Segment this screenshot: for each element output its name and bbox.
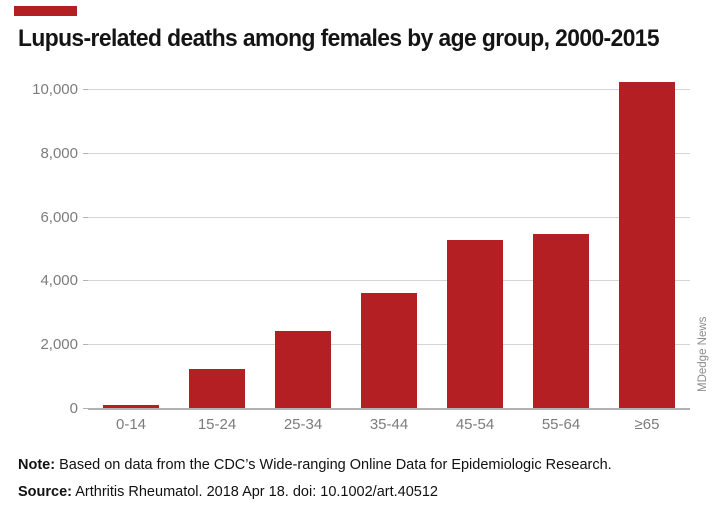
plot-area [83, 75, 690, 410]
x-axis-category-label: 55-64 [541, 416, 581, 433]
y-axis-tick-label: 8,000 [40, 144, 78, 162]
bar-55-64 [533, 233, 589, 409]
y-axis-tick-label: 2,000 [40, 336, 78, 354]
y-axis-tick [83, 152, 88, 154]
y-axis-tick-label: 6,000 [40, 208, 78, 226]
y-axis-tick-label: 10,000 [32, 80, 78, 98]
y-axis-tick-label: 4,000 [40, 272, 78, 290]
source-text: Arthritis Rheumatol. 2018 Apr 18. doi: 1… [72, 484, 438, 500]
x-axis-category-label: 15-24 [197, 416, 237, 433]
gridline [88, 216, 690, 218]
note-label: Note: [18, 457, 56, 473]
x-axis-line [88, 407, 690, 410]
bar-≥65 [619, 82, 675, 409]
accent-bar [14, 6, 77, 16]
source-label: Source: [18, 484, 72, 500]
watermark: MDedge News [697, 316, 709, 392]
bar-35-44 [361, 292, 417, 409]
x-axis-category-label: 35-44 [369, 416, 409, 433]
chart-title: Lupus-related deaths among females by ag… [18, 25, 660, 52]
source-line: Source: Arthritis Rheumatol. 2018 Apr 18… [18, 484, 438, 500]
bar-0-14 [103, 404, 159, 409]
y-axis-tick-label: 0 [69, 400, 78, 417]
note-line: Note: Based on data from the CDC’s Wide-… [18, 457, 612, 473]
x-axis-category-label: 25-34 [283, 416, 323, 433]
y-axis-tick [83, 89, 88, 90]
y-axis-tick [83, 408, 88, 409]
gridline [88, 152, 690, 154]
y-axis-tick [83, 280, 88, 282]
x-axis-category-label: ≥65 [634, 416, 660, 433]
y-axis-tick [83, 216, 88, 218]
bar-45-54 [447, 239, 503, 409]
bar-25-34 [275, 330, 331, 409]
x-axis-category-label: 0-14 [115, 416, 147, 433]
bar-15-24 [189, 369, 245, 409]
note-text: Based on data from the CDC’s Wide-rangin… [55, 457, 612, 473]
gridline [88, 89, 690, 90]
x-axis-category-label: 45-54 [455, 416, 495, 433]
gridline [88, 280, 690, 282]
y-axis-tick [83, 344, 88, 346]
